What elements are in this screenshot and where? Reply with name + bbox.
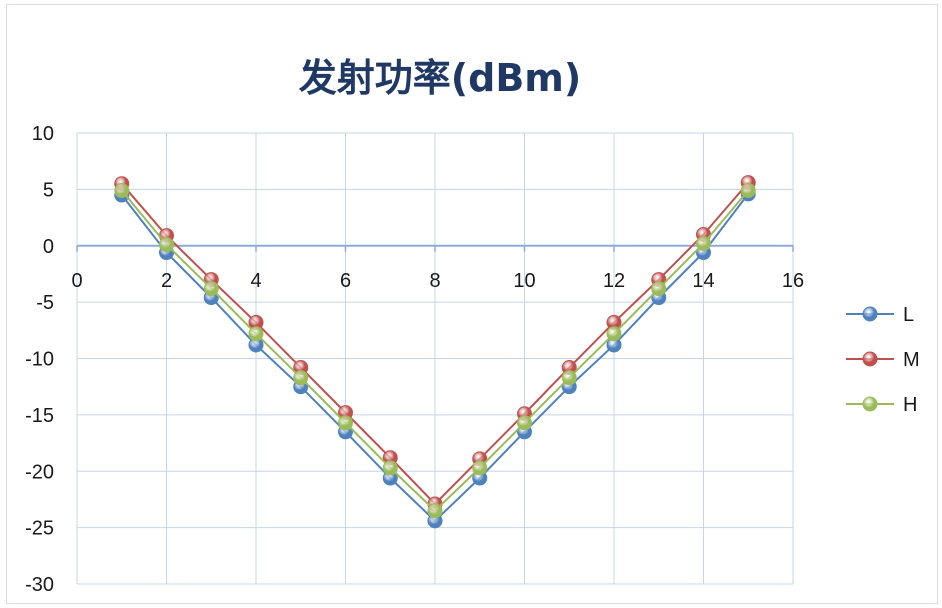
legend-item-L: L <box>846 304 914 326</box>
series-H <box>114 183 756 519</box>
y-tick-label: -30 <box>25 574 54 596</box>
data-point <box>606 326 622 342</box>
legend-label: L <box>903 304 914 326</box>
x-tick-label: 14 <box>692 270 714 292</box>
legend: L M H <box>846 304 920 416</box>
legend-label: H <box>903 394 917 416</box>
x-tick-label: 0 <box>71 270 82 292</box>
data-point <box>696 235 711 251</box>
data-point <box>159 237 174 253</box>
data-point <box>472 460 488 476</box>
y-tick-label: -10 <box>25 349 54 371</box>
data-point <box>382 460 398 476</box>
y-tick-label: 5 <box>43 179 54 201</box>
legend-marker <box>862 351 878 367</box>
series-layer <box>114 175 756 529</box>
x-tick-label: 16 <box>782 270 804 292</box>
x-tick-label: 10 <box>513 270 535 292</box>
x-tick-label: 12 <box>603 270 625 292</box>
x-tick-label: 2 <box>161 270 172 292</box>
x-axis: 0 2 4 6 8 10 12 14 16 <box>71 244 804 292</box>
y-tick-label: 0 <box>43 236 54 258</box>
legend-item-M: M <box>846 349 920 371</box>
y-axis-tick-labels: 10 5 0 -5 -10 -15 -20 -25 -30 <box>25 123 54 596</box>
data-point <box>248 326 264 342</box>
data-point <box>203 281 219 297</box>
data-point <box>561 370 577 386</box>
y-tick-label: -15 <box>25 405 54 427</box>
chart-frame <box>6 4 938 604</box>
legend-item-H: H <box>846 394 917 416</box>
chart-grid <box>76 132 794 585</box>
data-point <box>293 370 309 386</box>
data-point <box>517 415 532 431</box>
legend-marker <box>862 306 878 322</box>
y-tick-label: 10 <box>32 123 54 145</box>
x-tick-label: 8 <box>429 270 440 292</box>
legend-label: M <box>903 349 920 371</box>
data-point <box>740 183 756 199</box>
x-tick-label: 4 <box>250 270 261 292</box>
data-point <box>114 183 130 199</box>
data-point <box>427 503 443 519</box>
x-tick-label: 6 <box>340 270 351 292</box>
data-point <box>651 281 667 297</box>
legend-marker <box>862 396 878 412</box>
chart-title: 发射功率(dBm) <box>299 56 582 100</box>
data-point <box>338 415 353 431</box>
y-tick-label: -20 <box>25 461 54 483</box>
y-tick-label: -25 <box>25 518 54 540</box>
y-tick-label: -5 <box>36 292 54 314</box>
